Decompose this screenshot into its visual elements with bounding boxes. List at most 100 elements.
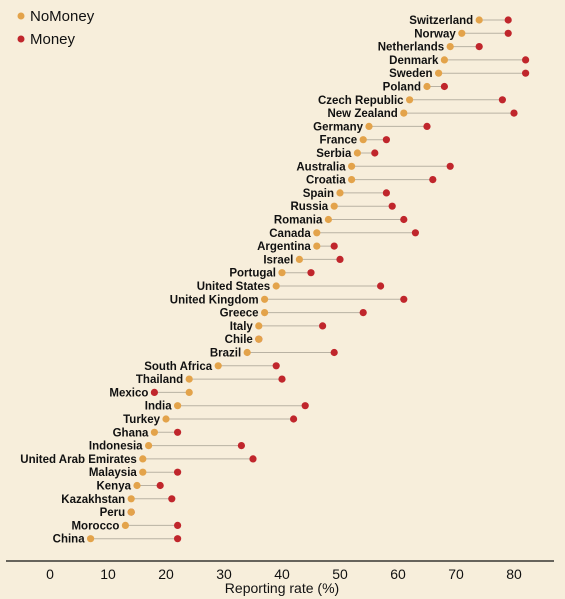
country-label: Sweden xyxy=(389,68,432,80)
country-label: Serbia xyxy=(316,148,352,160)
country-label: United States xyxy=(197,281,271,293)
nomoney-point xyxy=(127,508,135,516)
nomoney-point xyxy=(255,335,263,343)
money-point xyxy=(522,56,530,64)
nomoney-point xyxy=(214,362,222,370)
money-point xyxy=(446,162,454,170)
money-point xyxy=(330,242,338,250)
money-point xyxy=(278,375,286,383)
country-label: New Zealand xyxy=(327,108,397,120)
country-label: United Kingdom xyxy=(170,294,259,306)
nomoney-point xyxy=(174,402,182,410)
legend-money-marker xyxy=(17,35,25,43)
nomoney-point xyxy=(365,122,373,130)
x-axis-label: Reporting rate (%) xyxy=(225,580,339,596)
nomoney-point xyxy=(313,242,321,250)
country-row: Chile xyxy=(225,334,263,346)
x-tick-label: 10 xyxy=(100,566,116,582)
country-label: Norway xyxy=(414,28,456,40)
country-label: Indonesia xyxy=(89,441,143,453)
country-label: Thailand xyxy=(136,374,183,386)
money-point xyxy=(301,402,309,410)
money-point xyxy=(382,136,390,144)
money-point xyxy=(411,229,419,237)
country-row: Spain xyxy=(303,188,390,200)
country-row: Peru xyxy=(100,507,135,519)
nomoney-point xyxy=(458,29,466,37)
x-tick-label: 40 xyxy=(274,566,290,582)
money-point xyxy=(423,122,431,130)
money-point xyxy=(371,149,379,157)
country-label: Netherlands xyxy=(378,42,444,54)
country-row: New Zealand xyxy=(327,108,518,120)
money-point xyxy=(174,428,182,436)
country-label: Israel xyxy=(263,254,293,266)
money-point xyxy=(510,109,518,117)
nomoney-point xyxy=(348,162,356,170)
country-row: United Arab Emirates xyxy=(20,454,257,466)
money-point xyxy=(174,468,182,476)
country-label: Chile xyxy=(225,334,253,346)
country-label: India xyxy=(145,401,172,413)
nomoney-point xyxy=(348,176,356,184)
nomoney-point xyxy=(423,82,431,91)
nomoney-point xyxy=(475,16,483,24)
nomoney-point xyxy=(145,442,153,450)
nomoney-point xyxy=(139,468,147,476)
nomoney-point xyxy=(243,348,251,357)
country-label: China xyxy=(53,534,86,546)
nomoney-point xyxy=(162,415,170,423)
legend-nomoney-label: NoMoney xyxy=(30,8,95,25)
country-row: China xyxy=(53,534,182,546)
country-label: Denmark xyxy=(389,55,439,67)
nomoney-point xyxy=(185,388,193,396)
country-row: Netherlands xyxy=(378,42,483,54)
money-point xyxy=(498,96,506,104)
nomoney-point xyxy=(127,495,135,503)
money-point xyxy=(174,535,182,543)
legend-nomoney-marker xyxy=(17,12,25,20)
x-tick-label: 60 xyxy=(390,566,406,582)
x-tick-label: 50 xyxy=(332,566,348,582)
country-label: Russia xyxy=(290,201,328,213)
money-point xyxy=(475,43,483,51)
country-row: Indonesia xyxy=(89,441,245,453)
money-point xyxy=(400,295,408,303)
country-row: South Africa xyxy=(144,361,280,373)
country-label: Morocco xyxy=(71,520,119,532)
country-row: United States xyxy=(197,281,385,293)
nomoney-point xyxy=(261,309,269,317)
nomoney-point xyxy=(440,56,448,64)
country-row: Israel xyxy=(263,254,344,266)
money-point xyxy=(330,348,338,357)
country-label: Kazakhstan xyxy=(61,494,125,506)
money-point xyxy=(174,521,182,530)
country-row: Brazil xyxy=(210,348,338,360)
legend-money-label: Money xyxy=(30,31,76,48)
country-row: Thailand xyxy=(136,374,286,386)
nomoney-point xyxy=(295,255,303,263)
nomoney-point xyxy=(261,295,269,303)
country-row: Russia xyxy=(290,201,396,213)
nomoney-point xyxy=(185,375,193,383)
nomoney-point xyxy=(139,455,147,463)
money-point xyxy=(168,495,176,503)
country-row: Portugal xyxy=(229,268,315,280)
x-tick-label: 80 xyxy=(506,566,522,582)
nomoney-point xyxy=(324,215,332,224)
nomoney-point xyxy=(133,481,141,490)
x-tick-label: 70 xyxy=(448,566,464,582)
country-row: Malaysia xyxy=(89,467,182,479)
x-tick-label: 0 xyxy=(46,566,54,582)
country-row: Argentina xyxy=(257,241,338,253)
country-row: Denmark xyxy=(389,55,530,67)
country-label: Turkey xyxy=(123,414,160,426)
country-label: Peru xyxy=(100,507,126,519)
money-point xyxy=(307,269,315,277)
country-row: Norway xyxy=(414,28,512,40)
x-axis-ticks: 0 10 20 30 40 50 60 70 80 xyxy=(46,566,522,582)
country-label: Brazil xyxy=(210,348,241,360)
money-point xyxy=(290,415,298,423)
